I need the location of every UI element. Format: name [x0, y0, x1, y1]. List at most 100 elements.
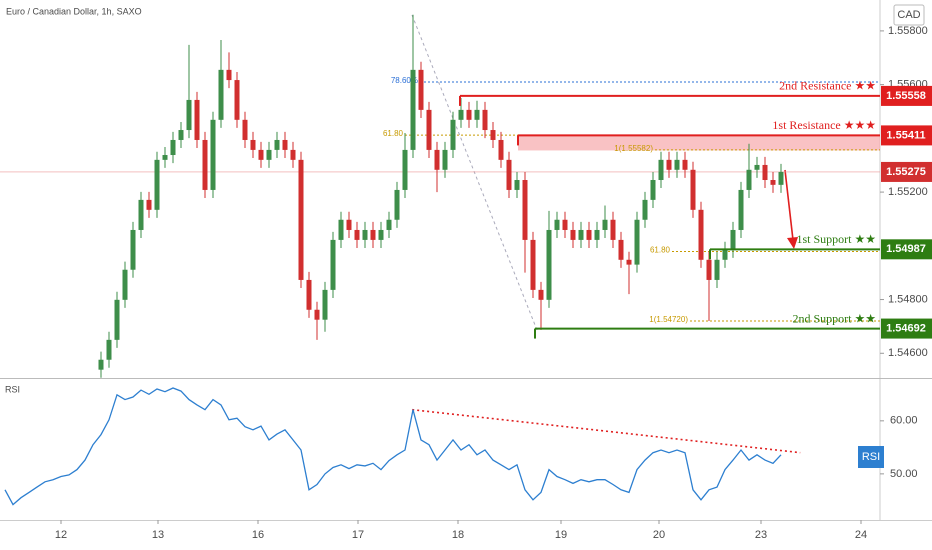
candle-body [434, 149, 440, 170]
level-name: 1st Resistance ★★★ [772, 118, 876, 132]
x-tick-label: 19 [555, 529, 567, 541]
candle-body [506, 159, 512, 190]
rsi-line [4, 387, 782, 506]
candle-body [178, 130, 184, 140]
candle-body [98, 359, 104, 370]
candle-body [770, 180, 776, 185]
fib-label: 78.60% [391, 76, 418, 85]
candle-body [706, 259, 712, 280]
level-price-box [881, 239, 932, 260]
candle-body [722, 249, 728, 260]
candle-body [562, 219, 568, 230]
candle-body [490, 130, 496, 140]
candle-body [642, 199, 648, 220]
candle-body [282, 139, 288, 150]
candle-body [130, 229, 136, 270]
candle-body [570, 229, 576, 240]
candle-body [634, 219, 640, 265]
x-tick-label: 17 [352, 529, 364, 541]
fib-label: 1(1.54720) [649, 315, 688, 324]
x-tick-label: 23 [755, 529, 767, 541]
candle-body [586, 229, 592, 240]
resistance-zone [518, 135, 880, 151]
x-tick-label: 24 [855, 529, 867, 541]
level-name: 1st Support ★★ [796, 232, 876, 246]
level-price-box [881, 85, 932, 106]
forecast-arrow [784, 169, 794, 241]
candle-body [738, 189, 744, 230]
candle-body [610, 219, 616, 240]
y-tick-label: 1.55800 [888, 25, 928, 37]
candle-body [778, 171, 784, 185]
x-tick-label: 16 [252, 529, 264, 541]
candle-body [354, 229, 360, 240]
candle-body [650, 180, 656, 200]
candle-body [154, 159, 160, 210]
y-tick-label: 1.55200 [888, 186, 928, 198]
candle-body [138, 199, 144, 230]
candle-body [594, 229, 600, 240]
candle-body [322, 289, 328, 320]
candle-body [466, 109, 472, 120]
rsi-label: RSI [5, 384, 20, 394]
candle-body [202, 139, 208, 190]
candle-body [546, 229, 552, 300]
candle-body [194, 99, 200, 140]
candle-body [210, 119, 216, 190]
candle-body [730, 229, 736, 250]
last-price-box [881, 161, 932, 182]
candle-body [674, 159, 680, 170]
y-tick-label: 50.00 [890, 468, 918, 480]
candle-body [346, 219, 352, 230]
currency-box[interactable] [893, 4, 925, 26]
currency: CAD [897, 9, 920, 21]
candle-body [458, 109, 464, 120]
candle-body [218, 69, 224, 120]
candle-body [602, 219, 608, 230]
candle-body [538, 289, 544, 300]
candle-body [698, 209, 704, 260]
candle-body [146, 199, 152, 210]
last-price: 1.55275 [886, 166, 926, 178]
candle-body [498, 139, 504, 160]
level-price: 1.54987 [886, 243, 926, 255]
y-tick-label: 60.00 [890, 415, 918, 427]
candle-body [666, 159, 672, 170]
candle-body [170, 139, 176, 156]
rsi-badge [858, 446, 884, 468]
candle-body [306, 279, 312, 310]
level-name: 2nd Support ★★ [792, 311, 876, 325]
candle-body [530, 239, 536, 290]
y-tick-label: 1.54800 [888, 293, 928, 305]
level-price-box [881, 125, 932, 146]
x-tick-label: 12 [55, 529, 67, 541]
candle-body [370, 229, 376, 240]
candle-body [714, 259, 720, 280]
candle-body [482, 109, 488, 131]
chart-title: Euro / Canadian Dollar, 1h, SAXO [6, 6, 142, 16]
level-price: 1.55558 [886, 90, 926, 102]
candle-body [578, 229, 584, 240]
candle-body [266, 149, 272, 160]
candle-body [522, 180, 528, 240]
y-tick-label: 1.54600 [888, 347, 928, 359]
candle-body [258, 149, 264, 160]
candle-body [242, 119, 248, 140]
candle-body [226, 69, 232, 81]
fib-label: 61.80 [383, 129, 404, 138]
fib-label: 61.80 [650, 246, 671, 255]
candle-body [186, 99, 192, 131]
x-tick-label: 18 [452, 529, 464, 541]
candle-body [410, 69, 416, 150]
x-tick-label: 13 [152, 529, 164, 541]
candle-body [386, 219, 392, 230]
candle-body [746, 169, 752, 190]
level-price: 1.54692 [886, 322, 926, 334]
candle-body [554, 219, 560, 230]
candle-body [402, 149, 408, 190]
candle-body [690, 169, 696, 210]
x-tick-label: 20 [653, 529, 665, 541]
candle-body [450, 119, 456, 150]
